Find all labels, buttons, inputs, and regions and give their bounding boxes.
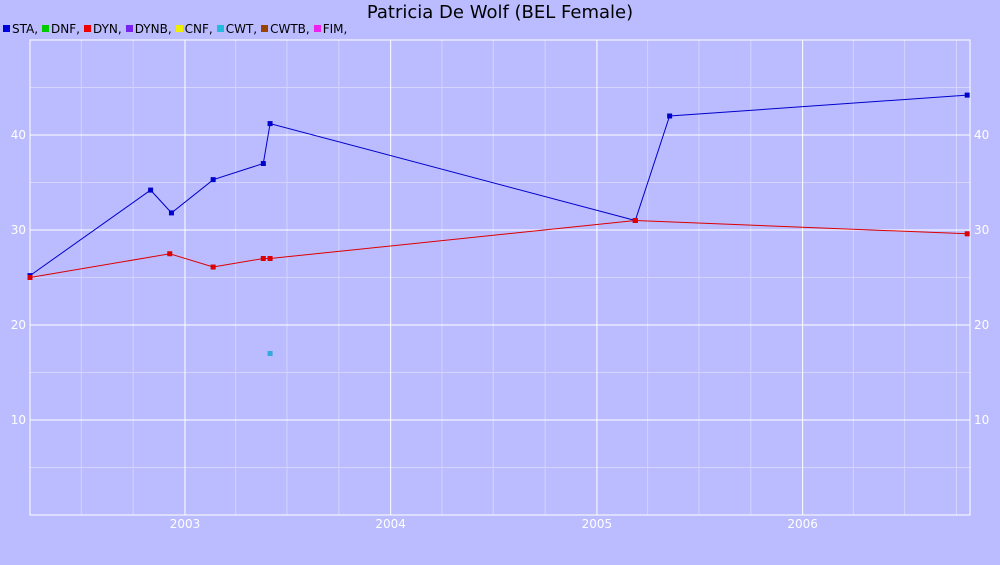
y-tick-label: 10	[11, 413, 26, 427]
legend-swatch	[42, 25, 50, 32]
data-point-sta	[168, 210, 174, 216]
legend-item: DYNB,	[125, 21, 172, 36]
data-point-dyn	[964, 231, 970, 237]
legend-label: DYN,	[92, 21, 122, 36]
data-point-dyn	[167, 251, 173, 257]
legend-item: FIM,	[313, 21, 348, 36]
legend-item: CWT,	[216, 21, 258, 36]
legend-swatch	[261, 25, 269, 32]
legend-item: CNF,	[175, 21, 213, 36]
data-point-sta	[210, 177, 216, 183]
data-point-sta	[148, 187, 154, 193]
y-tick-label-right: 10	[974, 413, 989, 427]
legend-label: FIM,	[322, 21, 348, 36]
y-tick-label-right: 20	[974, 318, 989, 332]
y-tick-label-right: 30	[974, 223, 989, 237]
data-point-dyn	[267, 256, 273, 261]
legend-label: STA,	[12, 21, 39, 36]
legend-swatch	[3, 25, 10, 32]
legend-label: CWTB,	[270, 21, 310, 36]
y-tick-label: 20	[11, 318, 26, 332]
data-point-sta	[267, 121, 273, 127]
legend-swatch	[175, 25, 183, 32]
x-tick-label: 2005	[582, 517, 613, 531]
x-tick-label: 2003	[170, 517, 201, 531]
series-line-dyn	[29, 219, 968, 278]
legend-item: DYN,	[83, 21, 122, 36]
data-point-sta	[667, 113, 673, 119]
x-tick-label: 2006	[787, 517, 818, 531]
legend-swatch	[83, 25, 91, 32]
legend-label: CWT,	[225, 21, 258, 36]
data-point-cwt	[267, 351, 273, 356]
y-tick-label: 40	[11, 128, 26, 142]
legend-swatch	[313, 25, 321, 32]
legend-label: DNF,	[51, 21, 80, 36]
data-point-dyn	[260, 256, 266, 261]
data-point-dyn	[27, 275, 33, 280]
data-point-sta	[260, 161, 266, 166]
legend-item: STA,	[3, 22, 38, 36]
legend-item: DNF,	[42, 22, 80, 36]
legend-swatch	[216, 25, 224, 32]
legend-item: CWTB,	[261, 22, 310, 36]
legend-label: CNF,	[184, 21, 213, 36]
legend-label: DYNB,	[134, 21, 172, 36]
x-tick-label: 2004	[375, 517, 406, 531]
data-point-sta	[964, 92, 970, 98]
series-line-sta	[29, 94, 968, 277]
legend-swatch	[125, 25, 133, 32]
data-point-dyn	[632, 218, 638, 223]
y-tick-label-right: 40	[974, 128, 989, 142]
chart-title: Patricia De Wolf (BEL Female)	[366, 2, 634, 23]
y-tick-label: 30	[11, 223, 26, 237]
legend: STA, DNF, DYN, DYNB, CNF, CWT, CWTB, FIM,	[3, 21, 351, 36]
data-point-dyn	[210, 264, 216, 270]
